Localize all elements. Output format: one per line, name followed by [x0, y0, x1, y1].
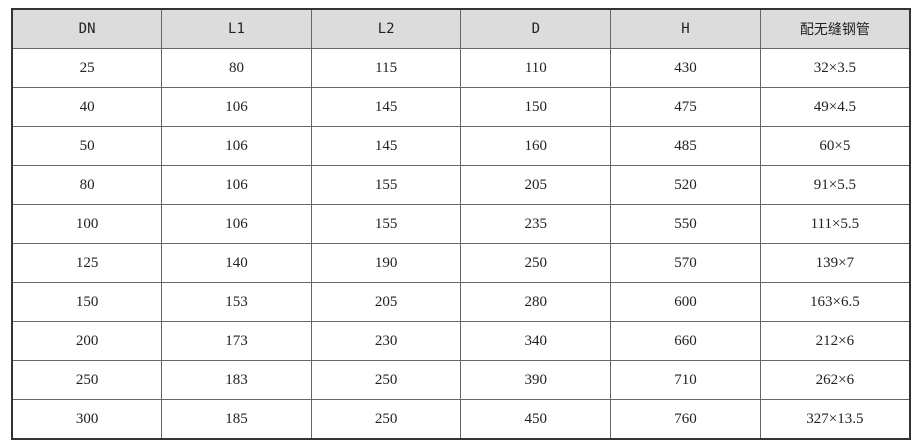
table-cell: 106	[161, 204, 312, 244]
table-cell: 390	[460, 360, 612, 400]
table-cell: 91×5.5	[759, 165, 911, 205]
table-cell: 660	[610, 321, 761, 361]
table-cell: 173	[161, 321, 312, 361]
table-cell: 262×6	[759, 360, 911, 400]
table-cell: 106	[161, 87, 312, 127]
table-cell: 153	[161, 282, 312, 322]
table-cell: 485	[610, 126, 761, 166]
table-cell: 250	[460, 243, 612, 283]
table-row: 25 80 115 110 430 32×3.5	[11, 48, 911, 88]
table-cell: 106	[161, 126, 312, 166]
table-cell: 110	[460, 48, 612, 88]
table-cell: 250	[310, 360, 462, 400]
column-header: H	[610, 8, 761, 49]
table-cell: 150	[460, 87, 612, 127]
table-cell: 450	[460, 399, 612, 440]
table-cell: 49×4.5	[759, 87, 911, 127]
table-cell: 185	[161, 399, 312, 440]
table-cell: 230	[310, 321, 462, 361]
table-cell: 125	[11, 243, 163, 283]
table-cell: 183	[161, 360, 312, 400]
table-cell: 235	[460, 204, 612, 244]
table-cell: 340	[460, 321, 612, 361]
table-cell: 155	[310, 165, 462, 205]
table-cell: 550	[610, 204, 761, 244]
table-cell: 163×6.5	[759, 282, 911, 322]
table-cell: 145	[310, 126, 462, 166]
dimension-table: DN L1 L2 D H 配无缝钢管 25 80 115 110 430 32×3.5 40 106 14…	[11, 8, 911, 440]
table-cell: 710	[610, 360, 761, 400]
table-cell: 60×5	[759, 126, 911, 166]
table-cell: 25	[11, 48, 163, 88]
table-row: 150 153 205 280 600 163×6.5	[11, 282, 911, 322]
table-cell: 430	[610, 48, 761, 88]
table-row: 200 173 230 340 660 212×6	[11, 321, 911, 361]
table-row: 50 106 145 160 485 60×5	[11, 126, 911, 166]
table-cell: 205	[460, 165, 612, 205]
table-cell: 205	[310, 282, 462, 322]
column-header: L1	[161, 8, 312, 49]
table-cell: 212×6	[759, 321, 911, 361]
table-cell: 520	[610, 165, 761, 205]
table-cell: 600	[610, 282, 761, 322]
table-cell: 570	[610, 243, 761, 283]
table-row: 250 183 250 390 710 262×6	[11, 360, 911, 400]
column-header: DN	[11, 8, 163, 49]
table-cell: 139×7	[759, 243, 911, 283]
table-cell: 111×5.5	[759, 204, 911, 244]
table-cell: 150	[11, 282, 163, 322]
table-cell: 190	[310, 243, 462, 283]
column-header: 配无缝钢管	[759, 8, 911, 49]
table-cell: 80	[11, 165, 163, 205]
table-cell: 250	[11, 360, 163, 400]
header-row: DN L1 L2 D H 配无缝钢管	[11, 8, 911, 49]
table-cell: 106	[161, 165, 312, 205]
table-cell: 140	[161, 243, 312, 283]
table-cell: 145	[310, 87, 462, 127]
table-cell: 250	[310, 399, 462, 440]
table-row: 100 106 155 235 550 111×5.5	[11, 204, 911, 244]
table-cell: 155	[310, 204, 462, 244]
table-cell: 475	[610, 87, 761, 127]
table-row: 125 140 190 250 570 139×7	[11, 243, 911, 283]
table-cell: 80	[161, 48, 312, 88]
column-header: L2	[310, 8, 462, 49]
table-row: 80 106 155 205 520 91×5.5	[11, 165, 911, 205]
table-cell: 200	[11, 321, 163, 361]
table-cell: 40	[11, 87, 163, 127]
table-cell: 760	[610, 399, 761, 440]
table-row: 300 185 250 450 760 327×13.5	[11, 399, 911, 440]
table-cell: 115	[310, 48, 462, 88]
table-cell: 280	[460, 282, 612, 322]
table-cell: 32×3.5	[759, 48, 911, 88]
column-header: D	[460, 8, 612, 49]
table-cell: 50	[11, 126, 163, 166]
table-cell: 160	[460, 126, 612, 166]
table-cell: 327×13.5	[759, 399, 911, 440]
table-cell: 300	[11, 399, 163, 440]
table-row: 40 106 145 150 475 49×4.5	[11, 87, 911, 127]
table-cell: 100	[11, 204, 163, 244]
